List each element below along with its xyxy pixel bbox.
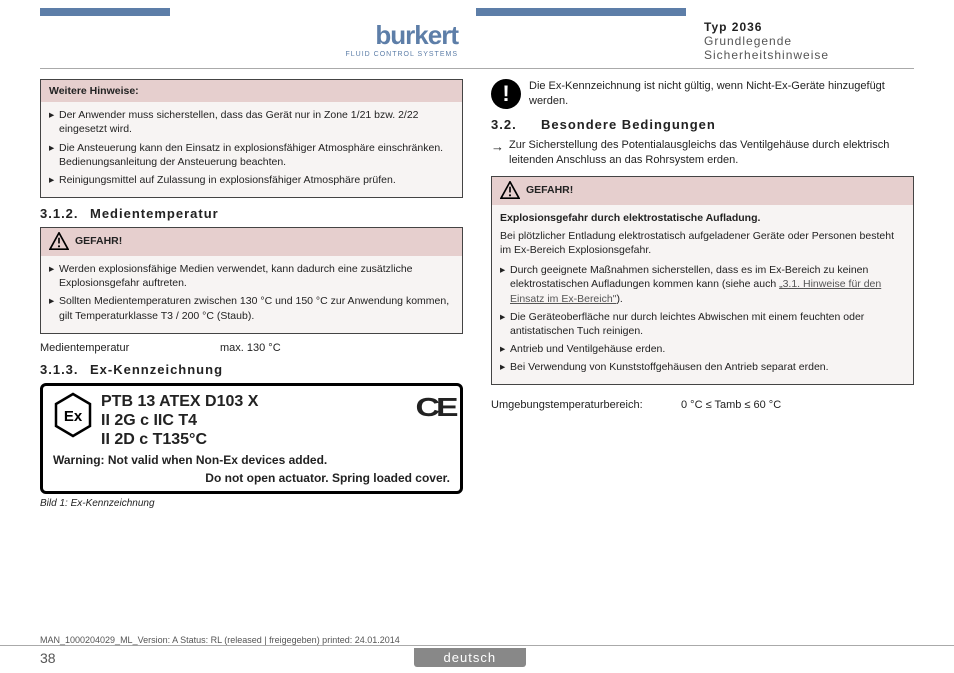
list-item: ▸Antrieb und Ventilgehäuse erden. — [500, 342, 905, 356]
svg-text:Ex: Ex — [64, 408, 83, 425]
danger-header-32: GEFAHR! — [492, 177, 913, 205]
danger-32-sub: Bei plötzlicher Entladung elektrostatisc… — [500, 229, 905, 257]
language-badge: deutsch — [414, 648, 527, 667]
footer-meta: MAN_1000204029_ML_Version: A Status: RL … — [0, 635, 954, 645]
page: burkert FLUID CONTROL SYSTEMS Typ 2036 G… — [0, 0, 954, 509]
hints-box: Weitere Hinweise: ▸Der Anwender muss sic… — [40, 79, 463, 198]
info-icon: ! — [491, 79, 521, 109]
danger-box-312: GEFAHR! ▸Werden explosionsfähige Medien … — [40, 227, 463, 334]
list-item: ▸Durch geeignete Maßnahmen sicherstellen… — [500, 263, 905, 306]
info-text: Die Ex-Kennzeichnung ist nicht gültig, w… — [529, 79, 914, 109]
hints-list: ▸Der Anwender muss sicherstellen, dass d… — [49, 108, 454, 187]
brand-logo: burkert — [188, 20, 458, 51]
columns: Weitere Hinweise: ▸Der Anwender muss sic… — [40, 79, 914, 509]
section-312: 3.1.2.Medientemperatur — [40, 206, 463, 221]
danger-label: GEFAHR! — [75, 234, 122, 248]
list-item: ▸Werden explosionsfähige Medien verwende… — [49, 262, 454, 290]
ex-label-plate: Ex PTB 13 ATEX D103 X II 2G c IIC T4 II … — [40, 383, 463, 495]
header-bar-left — [40, 8, 170, 16]
danger-32-list: ▸Durch geeignete Maßnahmen sicherstellen… — [500, 263, 905, 374]
section-title: Grundlegende Sicherheitshinweise — [704, 34, 914, 62]
list-item: ▸Reinigungsmittel auf Zulassung in explo… — [49, 173, 454, 187]
header-row: burkert FLUID CONTROL SYSTEMS Typ 2036 G… — [40, 8, 914, 62]
info-note: ! Die Ex-Kennzeichnung ist nicht gültig,… — [491, 79, 914, 109]
list-item: ▸Der Anwender muss sicherstellen, dass d… — [49, 108, 454, 136]
divider — [40, 68, 914, 69]
plate-text: PTB 13 ATEX D103 X II 2G c IIC T4 II 2D … — [101, 392, 258, 450]
ambient-temp-spec: Umgebungstemperaturbereich:0 °C ≤ Tamb ≤… — [491, 399, 914, 411]
list-item: ▸Die Ansteuerung kann den Einsatz in exp… — [49, 141, 454, 169]
warning-triangle-icon — [500, 181, 520, 199]
column-left: Weitere Hinweise: ▸Der Anwender muss sic… — [40, 79, 463, 509]
danger-312-list: ▸Werden explosionsfähige Medien verwende… — [49, 262, 454, 323]
product-type: Typ 2036 — [704, 20, 914, 34]
danger-box-32: GEFAHR! Explosionsgefahr durch elektrost… — [491, 176, 914, 386]
ex-hexagon-icon: Ex — [53, 392, 93, 438]
page-number: 38 — [40, 650, 56, 666]
hints-box-header: Weitere Hinweise: — [41, 80, 462, 102]
title-block: Typ 2036 Grundlegende Sicherheitshinweis… — [686, 8, 914, 62]
instruction-32: →Zur Sicherstellung des Potentialausglei… — [491, 138, 914, 168]
header-bar-right — [476, 8, 686, 16]
ce-mark-icon: CE — [420, 392, 450, 423]
list-item: ▸Sollten Medientemperaturen zwischen 130… — [49, 294, 454, 322]
plate-warning: Warning: Not valid when Non-Ex devices a… — [53, 453, 450, 467]
list-item: ▸Bei Verwendung von Kunststoffgehäusen d… — [500, 360, 905, 374]
brand-tagline: FLUID CONTROL SYSTEMS — [188, 51, 458, 58]
figure-caption: Bild 1: Ex-Kennzeichnung — [40, 498, 463, 509]
logo-block: burkert FLUID CONTROL SYSTEMS — [188, 8, 458, 58]
list-item: ▸Die Geräteoberfläche nur durch leichtes… — [500, 310, 905, 338]
section-313: 3.1.3.Ex-Kennzeichnung — [40, 362, 463, 377]
warning-triangle-icon — [49, 232, 69, 250]
column-right: ! Die Ex-Kennzeichnung ist nicht gültig,… — [491, 79, 914, 509]
danger-header: GEFAHR! — [41, 228, 462, 256]
footer: MAN_1000204029_ML_Version: A Status: RL … — [0, 635, 954, 673]
plate-sub: Do not open actuator. Spring loaded cove… — [53, 471, 450, 485]
media-temp-spec: Medientemperaturmax. 130 °C — [40, 342, 463, 354]
danger-32-head: Explosionsgefahr durch elektrostatische … — [500, 211, 905, 225]
section-32: 3.2.Besondere Bedingungen — [491, 117, 914, 132]
